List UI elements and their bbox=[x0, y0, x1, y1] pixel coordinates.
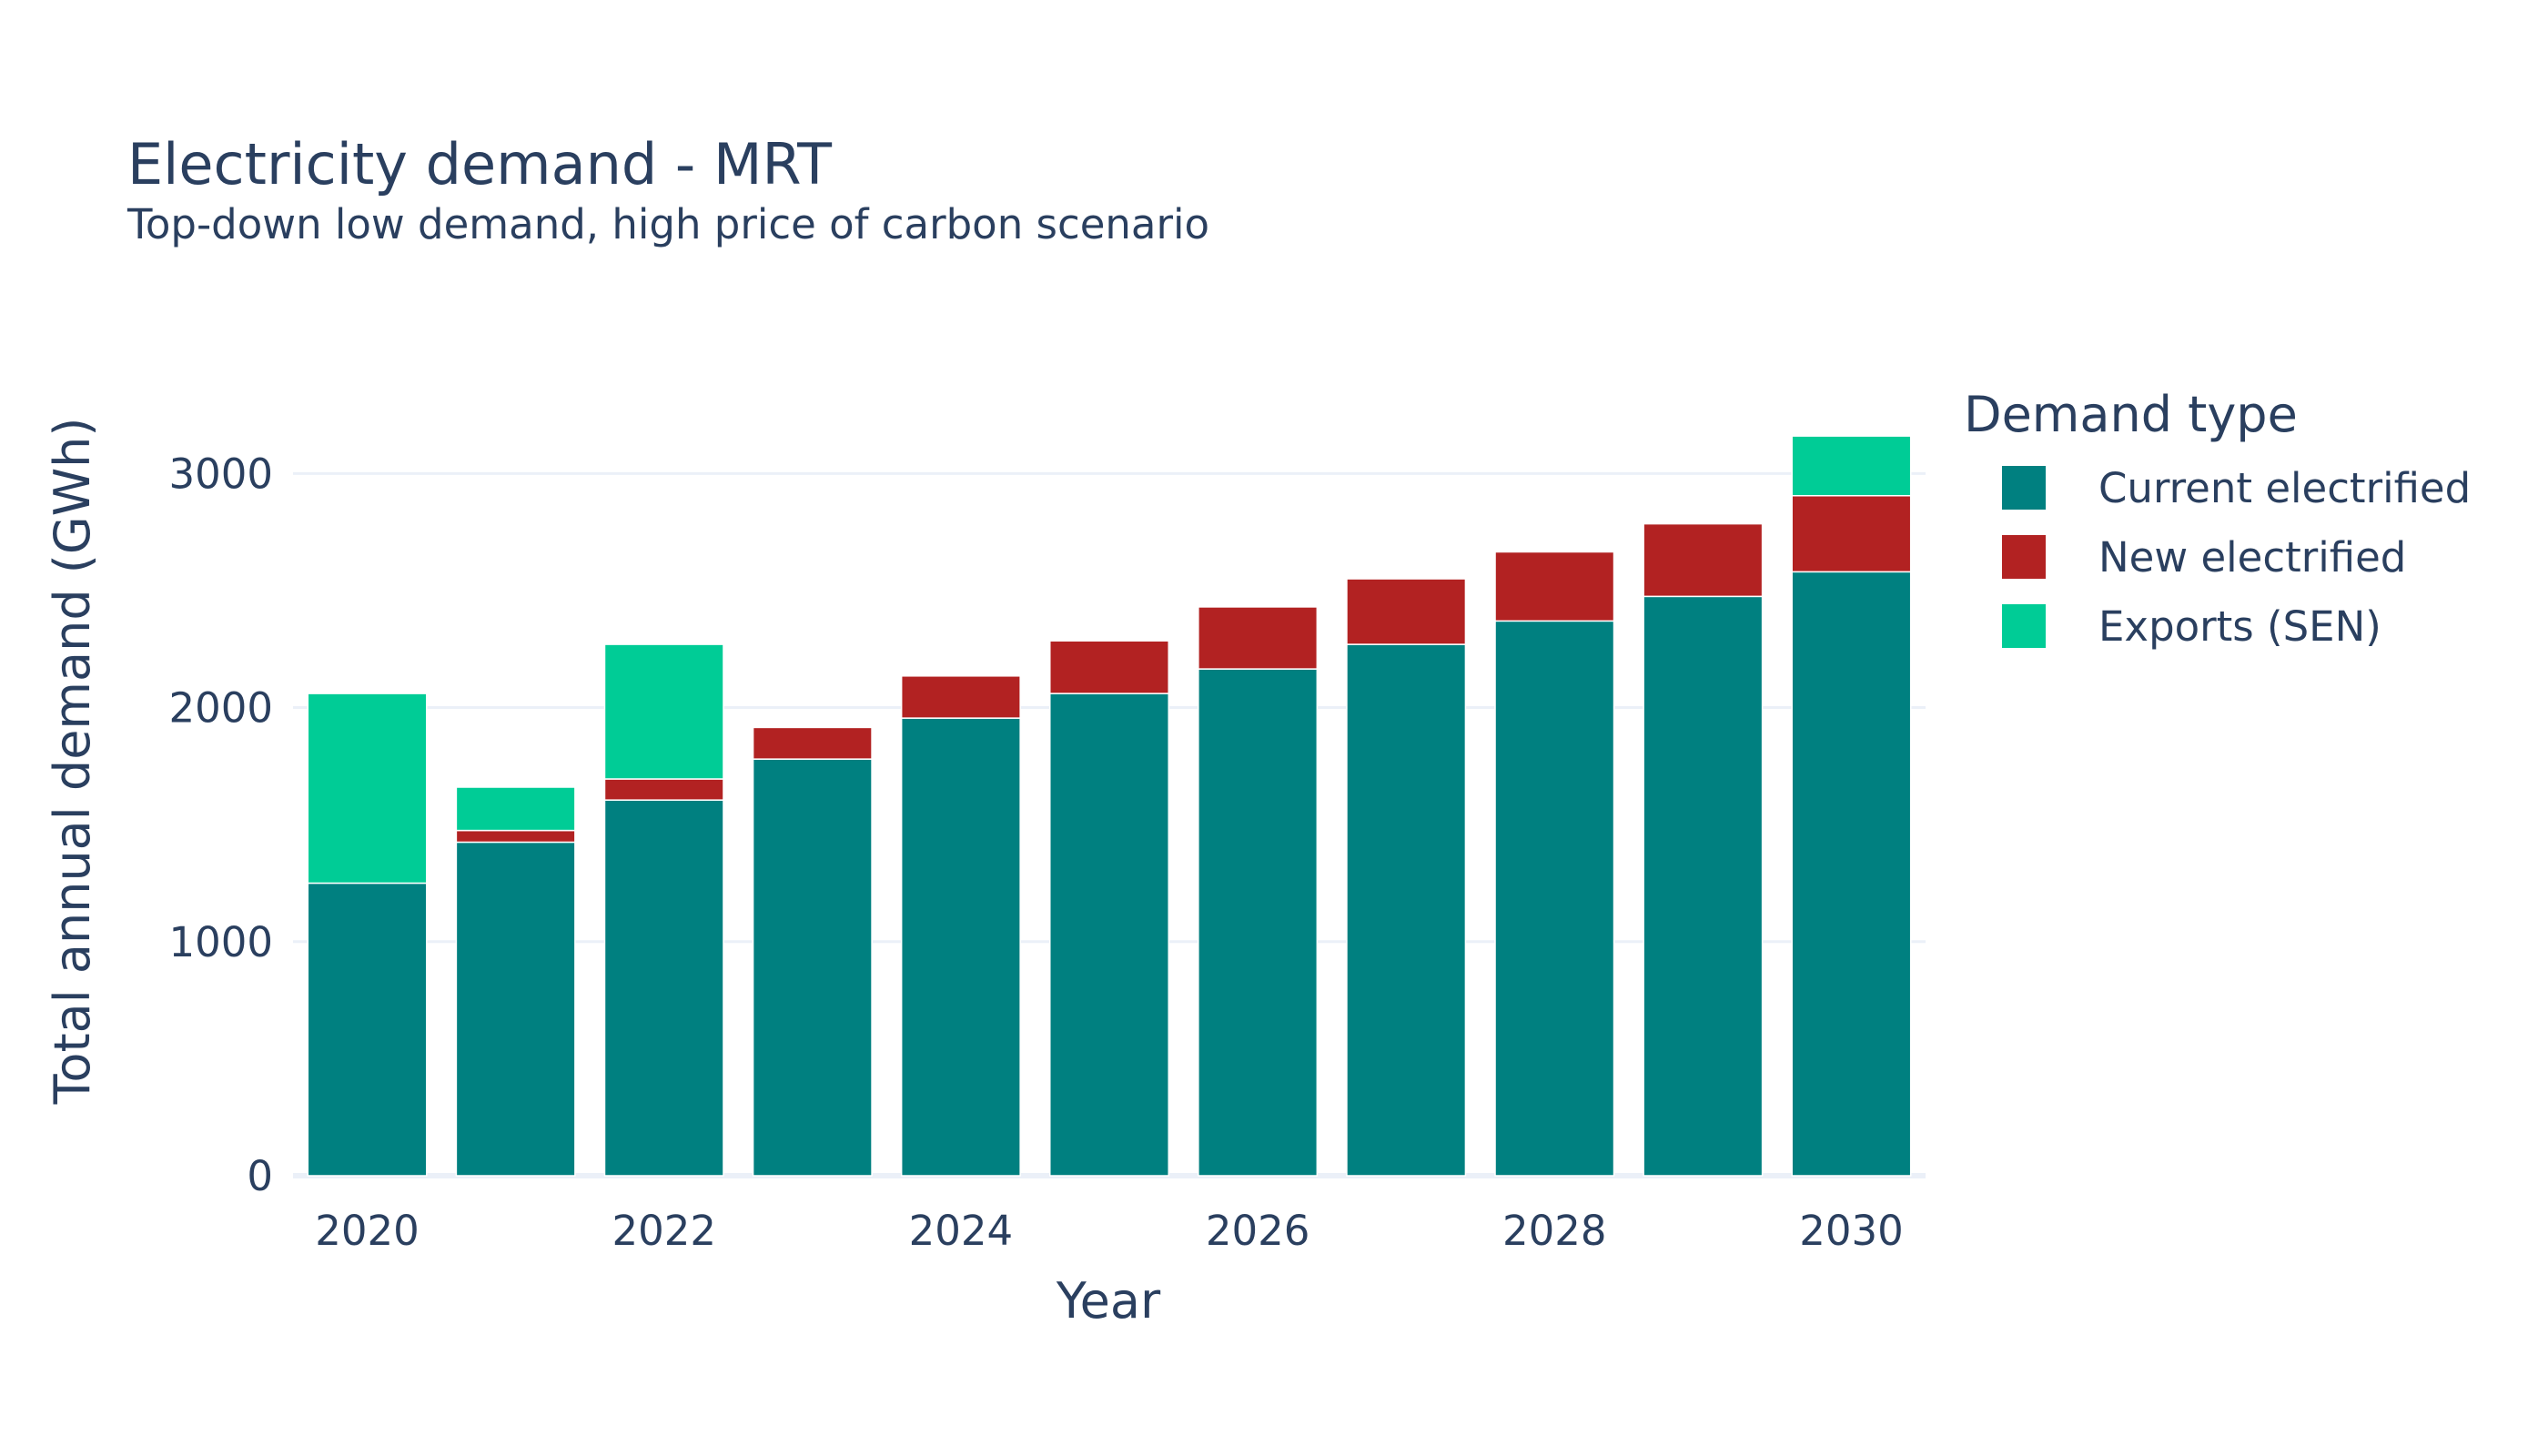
legend-label: Current electrified bbox=[2098, 464, 2471, 512]
y-tick-label: 2000 bbox=[168, 684, 273, 733]
legend-swatch bbox=[2002, 535, 2046, 579]
x-tick-label: 2024 bbox=[909, 1207, 1014, 1255]
chart-title: Electricity demand - MRT bbox=[127, 131, 833, 197]
legend-item[interactable]: Current electrified bbox=[2002, 464, 2471, 512]
bar-new-electrified-2022 bbox=[603, 778, 724, 801]
bar-exports-sen-2030 bbox=[1791, 435, 1912, 497]
legend-item[interactable]: New electrified bbox=[2002, 533, 2406, 581]
bars bbox=[307, 435, 1912, 1177]
bar-current-electrified-2026 bbox=[1198, 668, 1319, 1177]
y-axis-title: Total annual demand (GWh) bbox=[44, 418, 101, 1106]
bar-new-electrified-2030 bbox=[1791, 495, 1912, 573]
bar-new-electrified-2021 bbox=[455, 829, 576, 844]
bar-current-electrified-2030 bbox=[1791, 571, 1912, 1177]
bar-new-electrified-2028 bbox=[1494, 551, 1615, 622]
bar-new-electrified-2023 bbox=[752, 726, 873, 760]
bar-new-electrified-2027 bbox=[1346, 578, 1467, 645]
x-tick-label: 2020 bbox=[315, 1207, 420, 1255]
bar-current-electrified-2029 bbox=[1643, 595, 1764, 1177]
legend-swatch bbox=[2002, 466, 2046, 510]
bar-current-electrified-2028 bbox=[1494, 620, 1615, 1177]
legend-label: Exports (SEN) bbox=[2098, 602, 2381, 651]
bar-exports-sen-2020 bbox=[307, 693, 428, 885]
bar-current-electrified-2024 bbox=[900, 717, 1021, 1177]
chart-subtitle: Top-down low demand, high price of carbo… bbox=[126, 200, 1209, 248]
legend-items: Current electrified New electrified Export… bbox=[2002, 464, 2471, 651]
bar-current-electrified-2020 bbox=[307, 882, 428, 1177]
bar-new-electrified-2024 bbox=[900, 675, 1021, 719]
plot-area: 0 1000 2000 3000 2020 2022 2024 2026 2028 2030 bbox=[168, 435, 1926, 1255]
x-tick-label: 2026 bbox=[1206, 1207, 1310, 1255]
x-axis-title: Year bbox=[1056, 1272, 1161, 1330]
bar-new-electrified-2025 bbox=[1049, 640, 1169, 694]
legend: Demand type Current electrified New elect… bbox=[1964, 386, 2471, 651]
legend-label: New electrified bbox=[2098, 533, 2406, 581]
y-tick-label: 3000 bbox=[168, 450, 273, 498]
x-axis-ticks: 2020 2022 2024 2026 2028 2030 bbox=[315, 1207, 1903, 1255]
x-tick-label: 2028 bbox=[1502, 1207, 1607, 1255]
bar-exports-sen-2021 bbox=[455, 786, 576, 832]
legend-item[interactable]: Exports (SEN) bbox=[2002, 602, 2381, 651]
bar-new-electrified-2029 bbox=[1643, 522, 1764, 598]
x-tick-label: 2030 bbox=[1799, 1207, 1904, 1255]
bar-current-electrified-2027 bbox=[1346, 643, 1467, 1177]
bar-current-electrified-2021 bbox=[455, 841, 576, 1177]
legend-swatch bbox=[2002, 604, 2046, 648]
bar-current-electrified-2025 bbox=[1049, 693, 1169, 1177]
bar-exports-sen-2022 bbox=[603, 643, 724, 780]
x-tick-label: 2022 bbox=[612, 1207, 716, 1255]
legend-title: Demand type bbox=[1964, 386, 2298, 443]
y-tick-label: 0 bbox=[247, 1152, 273, 1200]
bar-new-electrified-2026 bbox=[1198, 606, 1319, 670]
y-axis-ticks: 0 1000 2000 3000 bbox=[168, 450, 273, 1200]
bar-current-electrified-2023 bbox=[752, 758, 873, 1177]
y-tick-label: 1000 bbox=[168, 918, 273, 966]
bar-current-electrified-2022 bbox=[603, 799, 724, 1177]
